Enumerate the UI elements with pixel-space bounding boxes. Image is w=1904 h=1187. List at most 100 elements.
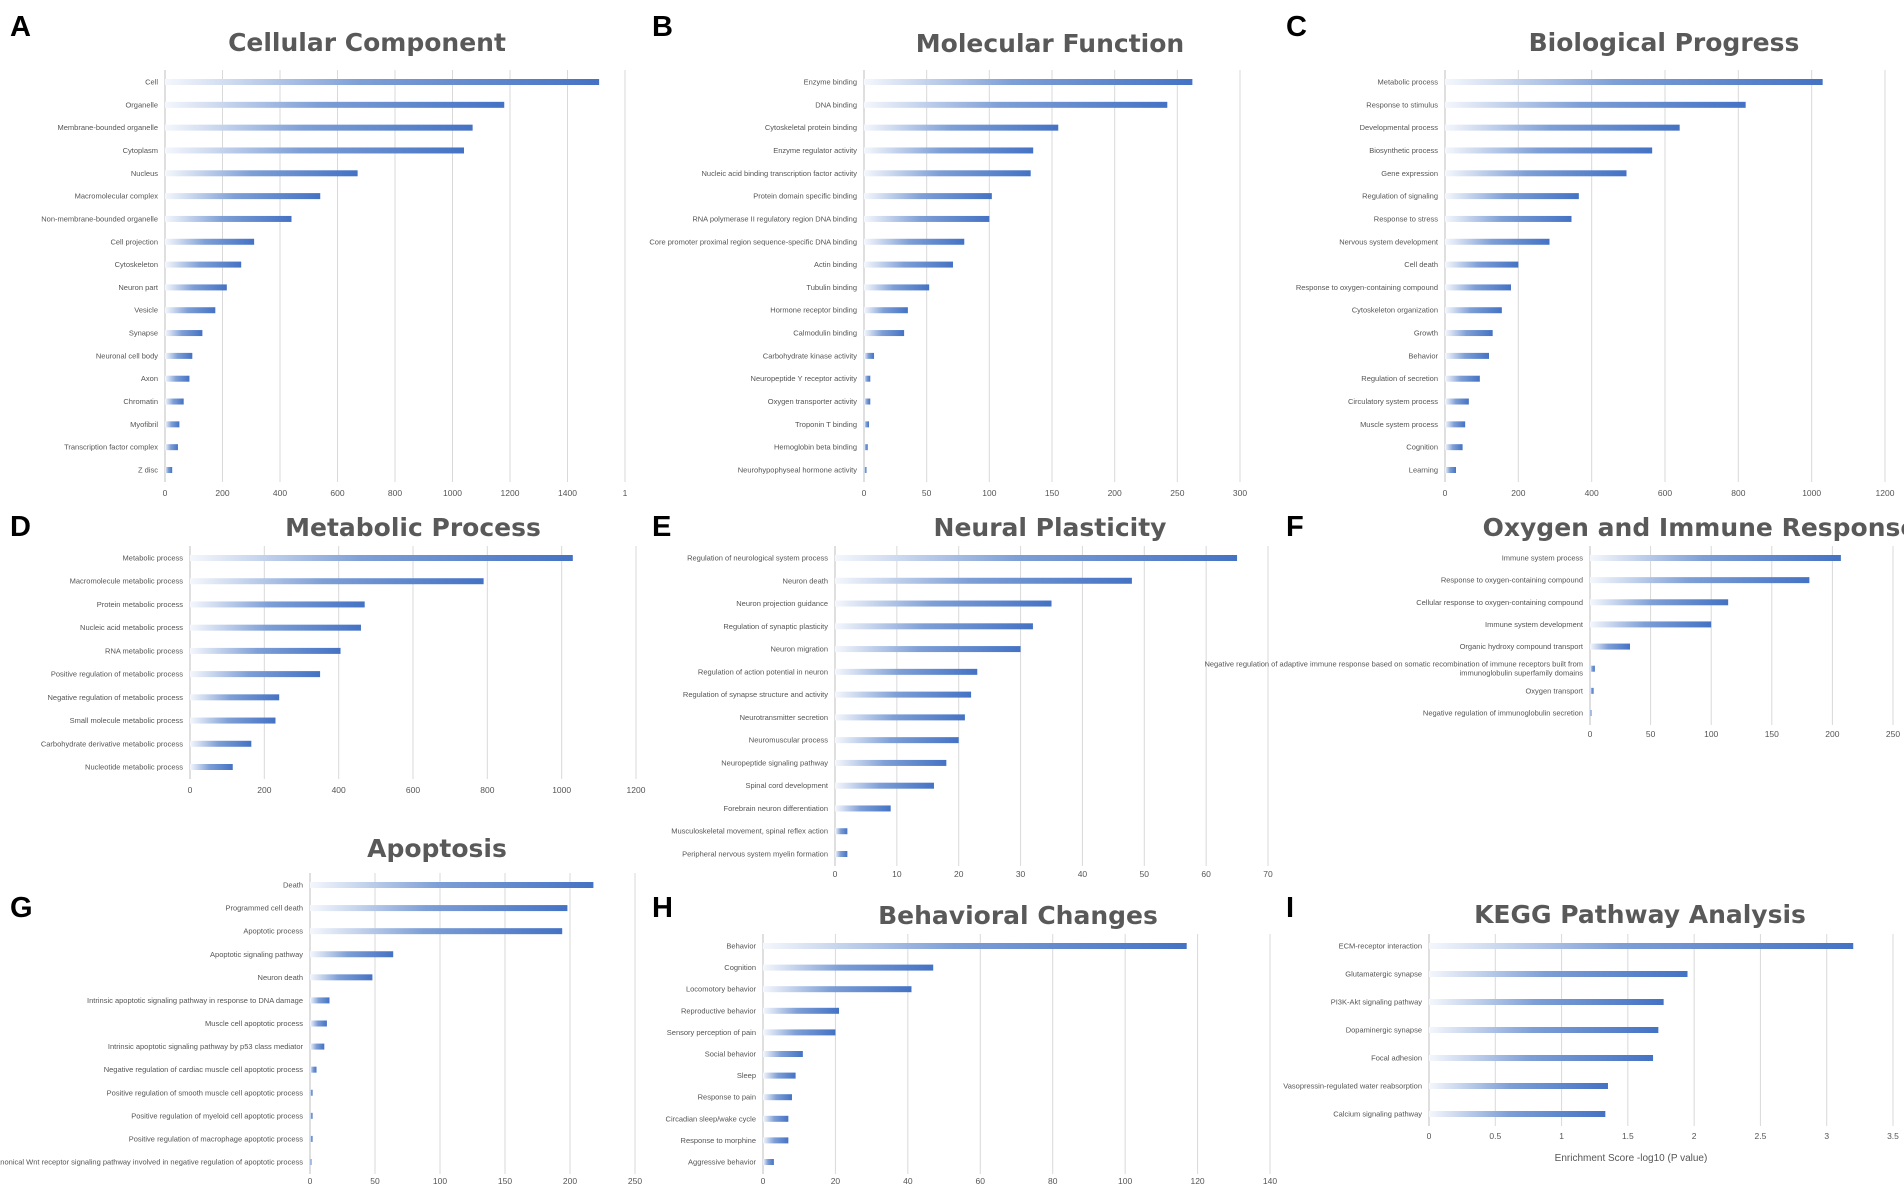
category-label: Cytoskeletal protein binding <box>765 123 857 132</box>
category-label: Behavior <box>1408 351 1438 360</box>
category-label: Nucleotide metabolic process <box>85 763 183 772</box>
bar-social-behavior <box>763 1051 803 1057</box>
x-tick-label: 120 <box>1190 1176 1204 1186</box>
category-label: Membrane-bounded organelle <box>58 123 159 132</box>
bar-chromatin <box>165 398 184 405</box>
x-tick-label: 200 <box>215 488 229 498</box>
bar-developmental-process <box>1445 124 1680 131</box>
x-tick-label: 0 <box>188 785 193 795</box>
category-label: Regulation of signaling <box>1362 192 1438 201</box>
x-tick-label: 50 <box>1646 729 1656 739</box>
category-label: Axon <box>141 374 158 383</box>
bar-cytoskeleton-organization <box>1445 307 1502 314</box>
x-tick-label: 40 <box>1078 869 1088 879</box>
bar-aggressive-behavior <box>763 1159 774 1165</box>
x-tick-label: 1400 <box>558 488 577 498</box>
category-label: DNA binding <box>815 100 857 109</box>
category-label: Myofibril <box>130 420 158 429</box>
category-label: Sleep <box>737 1071 756 1080</box>
bar-carbohydrate-derivative-metabolic-process <box>190 740 252 747</box>
bar-neuropeptide-y-receptor-activity <box>864 375 871 382</box>
category-label: Chromatin <box>123 397 158 406</box>
bar-regulation-of-neurological-system-process <box>835 555 1238 561</box>
chart-title: Behavioral Changes <box>878 901 1158 930</box>
bar-circulatory-system-process <box>1445 398 1469 405</box>
bar-behavior <box>1445 352 1489 359</box>
category-label: Protein metabolic process <box>97 600 184 609</box>
bar-nucleic-acid-metabolic-process <box>190 624 361 631</box>
category-label: Neuron part <box>118 283 159 292</box>
category-label: Macromolecular complex <box>75 192 159 201</box>
x-tick-label: 0 <box>1427 1131 1432 1141</box>
bar-nucleic-acid-binding-transcription-factor-activity <box>864 170 1031 177</box>
bar-spinal-cord-development <box>835 782 934 789</box>
x-tick-label: 1200 <box>501 488 520 498</box>
x-tick-label: 1000 <box>1802 488 1821 498</box>
bar-troponin-t-binding <box>864 421 870 428</box>
chart-title: Apoptosis <box>367 834 507 863</box>
panel-letter: H <box>652 892 673 924</box>
x-tick-label: 600 <box>1658 488 1672 498</box>
x-tick-label: 2 <box>1692 1131 1697 1141</box>
bar-cell <box>165 79 600 85</box>
bar-regulation-of-signaling <box>1445 193 1579 200</box>
category-label: Carbohydrate kinase activity <box>763 351 857 360</box>
bar-carbohydrate-kinase-activity <box>864 352 875 359</box>
category-label: Reproductive behavior <box>681 1006 757 1015</box>
category-label: Response to morphine <box>681 1136 756 1145</box>
category-label: Biosynthetic process <box>1369 146 1438 155</box>
x-tick-label: 0 <box>833 869 838 879</box>
bar-neuronal-cell-body <box>165 352 193 359</box>
category-label: Positive regulation of myeloid cell apop… <box>131 1111 303 1120</box>
x-tick-label: 70 <box>1263 869 1273 879</box>
category-label: Focal adhesion <box>1371 1054 1422 1063</box>
chart-panel-b: B Molecular Function 0 50 100 150 200 250 300 Enz… <box>649 11 1247 498</box>
category-label: Developmental process <box>1360 123 1439 132</box>
category-label: Death <box>283 881 303 890</box>
category-label: Non-membrane-bounded organelle <box>41 214 158 223</box>
category-label: Negative regulation of immunoglobulin se… <box>1423 709 1583 718</box>
category-label: Cytoskeleton organization <box>1352 306 1438 315</box>
bar-nucleus <box>165 170 358 177</box>
category-label: Nucleus <box>131 169 158 178</box>
x-tick-label: 0 <box>308 1176 313 1186</box>
bar-locomotory-behavior <box>763 986 912 993</box>
x-tick-label: 0 <box>1443 488 1448 498</box>
category-label: Nucleic acid binding transcription facto… <box>702 169 858 178</box>
x-tick-label: 2.5 <box>1755 1131 1767 1141</box>
chart-panel-c: C Biological Progress 0 200 400 600 800 1000 120… <box>1286 11 1895 498</box>
bar-vasopressin-regulated-water-reabsorption <box>1429 1083 1608 1089</box>
bar-tubulin-binding <box>864 284 930 291</box>
x-tick-label: 600 <box>330 488 344 498</box>
bar-gene-expression <box>1445 170 1627 177</box>
category-label: ECM-receptor interaction <box>1339 942 1422 951</box>
x-tick-label: 1200 <box>627 785 646 795</box>
x-tick-label: 200 <box>257 785 271 795</box>
x-tick-label: 1 <box>623 488 628 498</box>
bar-programmed-cell-death <box>310 905 568 912</box>
bar-canonical-wnt-receptor-signaling-pathway-involved-in-negative-regulation-of-apoptotic-process <box>310 1159 312 1165</box>
x-tick-label: 60 <box>976 1176 986 1186</box>
category-label: Calmodulin binding <box>793 329 857 338</box>
x-tick-label: 50 <box>1140 869 1150 879</box>
bar-myofibril <box>165 421 180 428</box>
bar-organic-hydroxy-compound-transport <box>1590 643 1630 650</box>
category-label: Negative regulation of metabolic process <box>48 693 184 702</box>
panel-letter: B <box>652 11 673 43</box>
bar-reproductive-behavior <box>763 1007 840 1014</box>
category-label: Neuromuscular process <box>749 736 828 745</box>
category-label: Growth <box>1414 329 1438 338</box>
bar-intrinsic-apoptotic-signaling-pathway-in-response-to-dna-damage <box>310 997 330 1004</box>
bar-growth <box>1445 330 1493 337</box>
bar-glutamatergic-synapse <box>1429 971 1688 977</box>
bar-immune-system-process <box>1590 555 1841 561</box>
category-label: RNA polymerase II regulatory region DNA … <box>692 214 857 223</box>
category-label: Cell death <box>1404 260 1438 269</box>
panel-letter: C <box>1286 11 1307 43</box>
bar-positive-regulation-of-smooth-muscle-cell-apoptotic-process <box>310 1089 313 1096</box>
chart-title: KEGG Pathway Analysis <box>1474 900 1806 929</box>
category-label: Neuron death <box>258 973 303 982</box>
x-tick-label: 30 <box>1016 869 1026 879</box>
category-label: Cell <box>145 78 158 87</box>
